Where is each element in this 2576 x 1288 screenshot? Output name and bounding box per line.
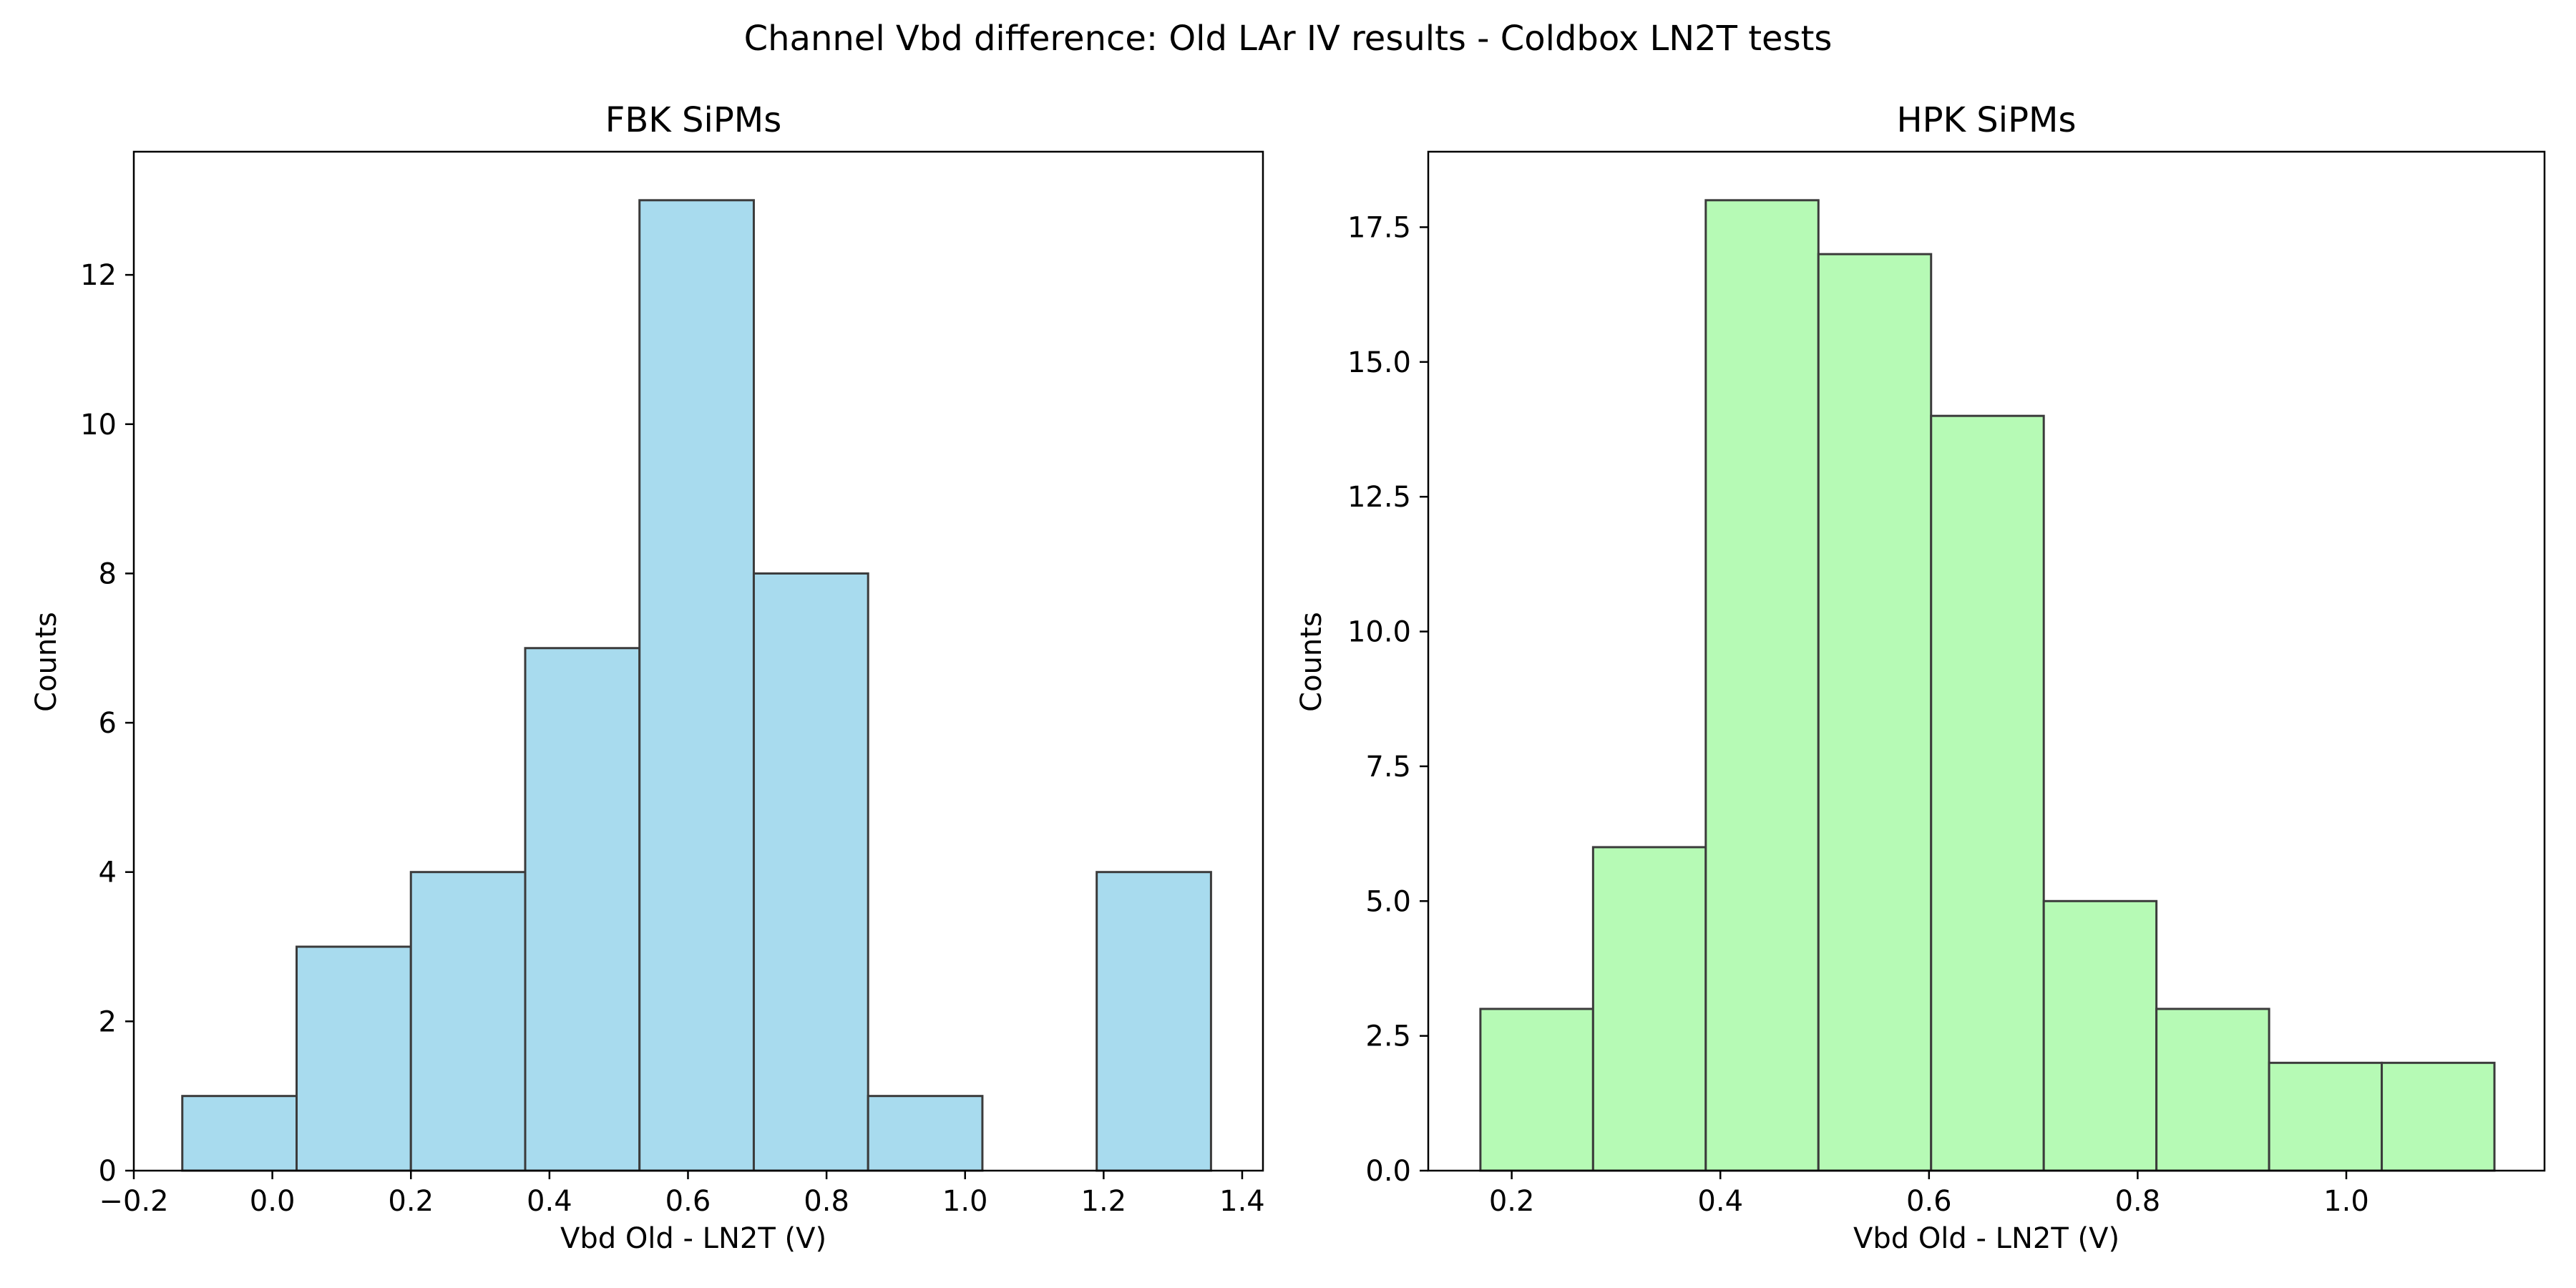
fbk-ytick-label: 2 (99, 1005, 117, 1038)
fbk-xtick-label: 1.4 (1219, 1185, 1265, 1218)
hpk-xtick-label: 0.8 (2115, 1185, 2161, 1218)
fbk-xtick-label: −0.2 (99, 1185, 168, 1218)
fbk-histogram-bar-6 (867, 1095, 984, 1172)
hpk-ytick-label: 12.5 (1347, 481, 1411, 514)
fbk-xtick-label: 0.0 (250, 1185, 296, 1218)
hpk-ytick-label: 7.5 (1365, 751, 1411, 784)
hpk-ytick-label: 0.0 (1365, 1155, 1411, 1188)
hpk-histogram-bar-8 (2381, 1061, 2496, 1172)
hpk-histogram-bar-5 (2042, 899, 2158, 1172)
fbk-histogram-bar-2 (409, 871, 527, 1172)
hpk-histogram-bar-7 (2268, 1061, 2384, 1172)
fbk-ytick-label: 10 (80, 409, 117, 441)
fbk-ytick-label: 6 (99, 707, 117, 740)
hpk-ytick-label: 15.0 (1347, 346, 1411, 379)
hpk-xtick-label: 0.6 (1906, 1185, 1952, 1218)
hpk-histogram-bar-3 (1817, 253, 1933, 1172)
hpk-histogram-bar-4 (1930, 414, 2045, 1172)
fbk-histogram-bar-5 (752, 572, 869, 1172)
fbk-xtick-label: 0.8 (804, 1185, 849, 1218)
fbk-yaxis-label: Counts (30, 612, 63, 712)
fbk-histogram-bar-8 (1096, 871, 1212, 1172)
figure-suptitle: Channel Vbd difference: Old LAr IV resul… (744, 19, 1833, 59)
fbk-xtick-label: 0.2 (388, 1185, 434, 1218)
fbk-axes-title: FBK SiPMs (605, 100, 781, 140)
hpk-ytick-label: 2.5 (1365, 1020, 1411, 1053)
hpk-histogram-bar-1 (1591, 846, 1707, 1172)
hpk-yaxis-label: Counts (1295, 612, 1328, 712)
hpk-histogram-bar-2 (1704, 199, 1820, 1172)
hpk-plot-frame (1427, 150, 2546, 1172)
hpk-histogram-bar-0 (1479, 1008, 1594, 1172)
fbk-xtick-label: 0.4 (527, 1185, 572, 1218)
fbk-histogram-bar-4 (638, 199, 755, 1172)
fbk-ytick-label: 12 (80, 259, 117, 292)
hpk-axes-title: HPK SiPMs (1897, 100, 2077, 140)
hpk-xtick-label: 1.0 (2323, 1185, 2369, 1218)
hpk-ytick-label: 10.0 (1347, 616, 1411, 649)
fbk-ytick-label: 4 (99, 857, 117, 889)
fbk-plot-frame (132, 150, 1264, 1172)
hpk-xtick-label: 0.4 (1697, 1185, 1743, 1218)
fbk-xaxis-label: Vbd Old - LN2T (V) (560, 1222, 826, 1255)
hpk-histogram-bar-6 (2155, 1008, 2270, 1172)
hpk-xtick-label: 0.2 (1489, 1185, 1535, 1218)
fbk-histogram-bar-0 (181, 1095, 298, 1172)
fbk-ytick-label: 8 (99, 557, 117, 590)
hpk-ytick-label: 17.5 (1347, 211, 1411, 244)
hpk-histogram-axes: HPK SiPMs Vbd Old - LN2T (V) Counts 0.2 0… (1295, 100, 2546, 1255)
fbk-xtick-label: 1.2 (1081, 1185, 1127, 1218)
fbk-histogram-bar-3 (524, 647, 641, 1172)
fbk-histogram-axes: FBK SiPMs Vbd Old - LN2T (V) Counts −0.2… (30, 100, 1265, 1255)
fbk-xtick-label: 0.6 (665, 1185, 711, 1218)
hpk-xaxis-label: Vbd Old - LN2T (V) (1853, 1222, 2119, 1255)
hpk-ytick-label: 5.0 (1365, 885, 1411, 918)
fbk-ytick-label: 0 (99, 1155, 117, 1188)
fbk-histogram-bar-1 (296, 945, 412, 1172)
fbk-xtick-label: 1.0 (942, 1185, 988, 1218)
